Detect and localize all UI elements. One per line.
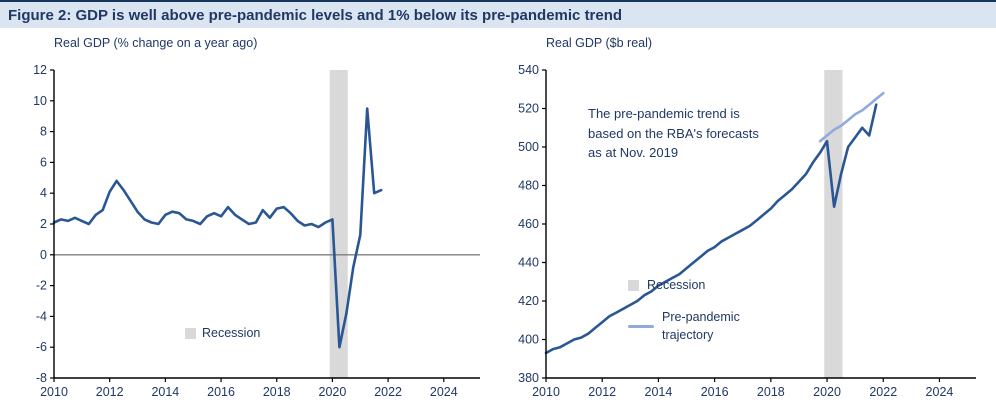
svg-text:2018: 2018 bbox=[263, 385, 291, 399]
figure-title-bar: Figure 2: GDP is well above pre-pandemic… bbox=[0, 0, 996, 28]
svg-text:540: 540 bbox=[518, 63, 539, 77]
legend-row-recession: Recession bbox=[628, 278, 772, 292]
chart-svg-0: -8 -6 -4 -2 0 2 4 6 8 10 12 2010 2012 2014 2016 2018 202… bbox=[8, 32, 490, 413]
svg-text:2012: 2012 bbox=[588, 385, 616, 399]
svg-text:6: 6 bbox=[40, 155, 47, 169]
svg-text:2010: 2010 bbox=[40, 385, 68, 399]
recession-swatch-icon bbox=[185, 327, 196, 339]
svg-text:-8: -8 bbox=[36, 371, 47, 385]
svg-text:-4: -4 bbox=[36, 309, 47, 323]
svg-text:380: 380 bbox=[518, 371, 539, 385]
pre-pandemic-trend-annotation: The pre-pandemic trend is based on the R… bbox=[588, 106, 759, 160]
svg-text:440: 440 bbox=[518, 256, 539, 270]
svg-text:480: 480 bbox=[518, 179, 539, 193]
trajectory-line-swatch-icon bbox=[628, 324, 654, 328]
plot-area-svg-0: -8 -6 -4 -2 0 2 4 6 8 10 12 2010 2012 2014 2016 2018 202… bbox=[33, 63, 480, 399]
svg-text:2018: 2018 bbox=[757, 385, 785, 399]
recession-swatch-icon bbox=[628, 279, 639, 291]
trajectory-legend-label: Pre-pandemic trajectory bbox=[662, 310, 740, 343]
svg-text:2016: 2016 bbox=[701, 385, 729, 399]
svg-text:8: 8 bbox=[40, 125, 47, 139]
recession-legend-label: Recession bbox=[202, 326, 261, 340]
svg-text:12: 12 bbox=[33, 63, 47, 77]
left-chart-legend: Recession bbox=[185, 326, 260, 340]
svg-text:0: 0 bbox=[40, 248, 47, 262]
svg-text:500: 500 bbox=[518, 140, 539, 154]
recession-legend-label: Recession bbox=[647, 278, 706, 292]
svg-text:2016: 2016 bbox=[207, 385, 235, 399]
svg-text:4: 4 bbox=[40, 186, 47, 200]
svg-text:2: 2 bbox=[40, 217, 47, 231]
svg-text:2020: 2020 bbox=[319, 385, 347, 399]
svg-text:420: 420 bbox=[518, 294, 539, 308]
svg-text:2014: 2014 bbox=[151, 385, 179, 399]
svg-text:2020: 2020 bbox=[813, 385, 841, 399]
chart-svg-1: 380 400 420 440 460 480 500 520 540 2010 2012 2014 2… bbox=[498, 32, 990, 413]
left-chart-title: Real GDP (% change on a year ago) bbox=[54, 36, 258, 50]
legend-row-trajectory: Pre-pandemic trajectory bbox=[628, 308, 772, 344]
svg-text:2022: 2022 bbox=[869, 385, 897, 399]
svg-text:2012: 2012 bbox=[96, 385, 124, 399]
svg-text:10: 10 bbox=[33, 94, 47, 108]
right-chart-legend: Recession Pre-pandemic trajectory bbox=[628, 278, 772, 344]
svg-text:460: 460 bbox=[518, 217, 539, 231]
svg-text:2014: 2014 bbox=[645, 385, 673, 399]
svg-text:-6: -6 bbox=[36, 340, 47, 354]
svg-text:2024: 2024 bbox=[926, 385, 954, 399]
svg-text:400: 400 bbox=[518, 333, 539, 347]
plot-area-svg-1: 380 400 420 440 460 480 500 520 540 2010 2012 2014 2… bbox=[518, 63, 976, 399]
right-chart-container: 380 400 420 440 460 480 500 520 540 2010 2012 2014 2… bbox=[498, 32, 990, 408]
svg-text:-2: -2 bbox=[36, 279, 47, 293]
left-chart-container: -8 -6 -4 -2 0 2 4 6 8 10 12 2010 2012 2014 2016 2018 202… bbox=[8, 32, 490, 408]
right-chart-title: Real GDP ($b real) bbox=[546, 36, 653, 50]
svg-text:520: 520 bbox=[518, 102, 539, 116]
svg-text:2010: 2010 bbox=[532, 385, 560, 399]
svg-text:2024: 2024 bbox=[430, 385, 458, 399]
figure-title: Figure 2: GDP is well above pre-pandemic… bbox=[8, 6, 623, 24]
svg-text:2022: 2022 bbox=[374, 385, 402, 399]
